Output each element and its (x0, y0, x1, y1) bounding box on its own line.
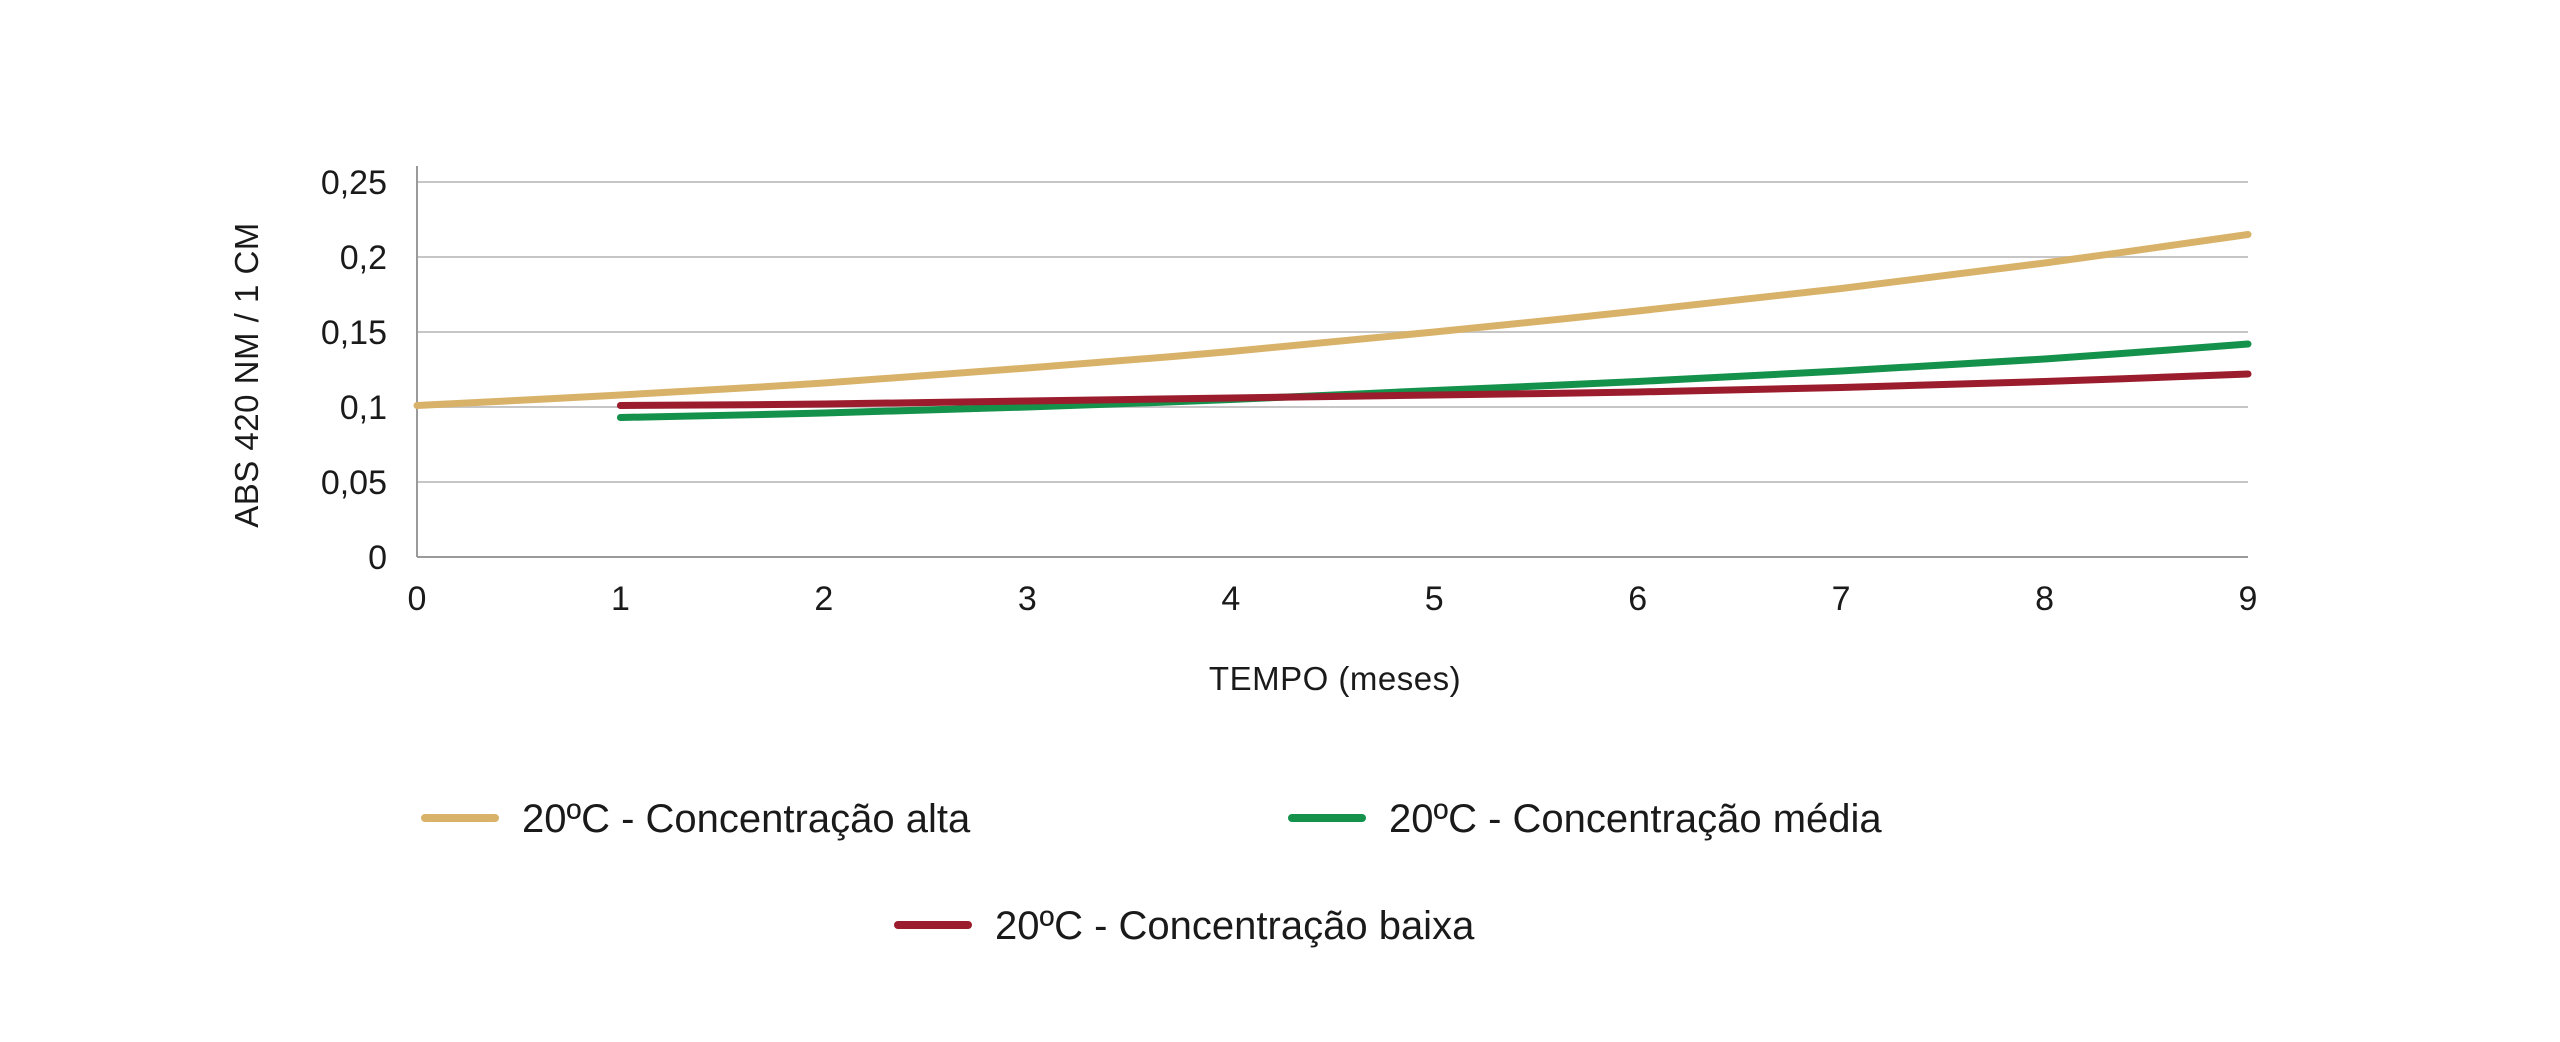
y-tick-label: 0,15 (321, 314, 387, 352)
legend: 20ºC - Concentração alta 20ºC - Concentra… (421, 797, 1882, 948)
series-line-media (616, 340, 2252, 421)
legend-item-baixa: 20ºC - Concentração baixa (894, 904, 1475, 948)
legend-label: 20ºC - Concentração média (1389, 797, 1882, 841)
x-tick-label: 1 (611, 580, 630, 618)
legend-label: 20ºC - Concentração baixa (995, 904, 1475, 948)
y-tick-label: 0,1 (340, 389, 387, 427)
y-tick-label: 0 (368, 539, 387, 577)
y-tick-labels: 0 0,05 0,1 0,15 0,2 0,25 (321, 164, 387, 577)
gridlines (417, 181, 2248, 483)
x-tick-label: 5 (1425, 580, 1444, 618)
legend-item-media: 20ºC - Concentração média (1288, 797, 1882, 841)
x-tick-label: 3 (1018, 580, 1037, 618)
axes (416, 166, 2248, 558)
y-tick-label: 0,25 (321, 164, 387, 202)
x-tick-label: 9 (2239, 580, 2258, 618)
legend-item-alta: 20ºC - Concentração alta (421, 797, 971, 841)
legend-label: 20ºC - Concentração alta (522, 797, 971, 841)
x-tick-label: 0 (408, 580, 427, 618)
y-axis-title: ABS 420 NM / 1 CM (228, 222, 265, 528)
x-tick-label: 2 (814, 580, 833, 618)
x-tick-label: 6 (1628, 580, 1647, 618)
x-tick-label: 8 (2035, 580, 2054, 618)
y-tick-label: 0,05 (321, 464, 387, 502)
x-tick-label: 7 (1832, 580, 1851, 618)
y-tick-label: 0,2 (340, 239, 387, 277)
series-lines (413, 231, 2252, 421)
x-tick-labels: 0 1 2 3 4 5 6 7 8 9 (408, 580, 2258, 618)
x-axis-title: TEMPO (meses) (1209, 660, 1461, 697)
series-line-alta (413, 231, 2252, 409)
series-line-baixa (616, 370, 2252, 409)
x-tick-label: 4 (1221, 580, 1240, 618)
